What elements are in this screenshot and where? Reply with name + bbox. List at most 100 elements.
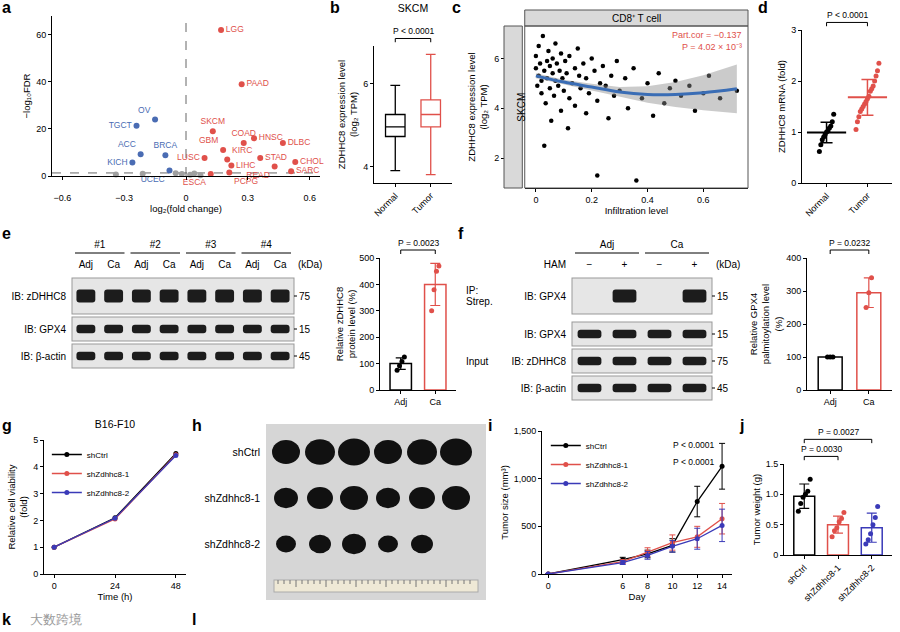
svg-text:60: 60 [36, 30, 46, 40]
svg-text:P = 0.0023: P = 0.0023 [398, 238, 439, 248]
svg-text:ZDHHC8 expression level(log₂ T: ZDHHC8 expression level(log₂ TPM) [336, 60, 359, 169]
svg-text:UCEC: UCEC [141, 174, 165, 184]
svg-text:SKCM: SKCM [201, 116, 226, 126]
svg-text:500: 500 [521, 521, 536, 531]
svg-text:LGG: LGG [226, 24, 244, 34]
svg-text:shZdhhc8-1: shZdhhc8-1 [87, 470, 130, 479]
svg-text:Strep.: Strep. [466, 296, 493, 307]
svg-text:shZdhhc8-2: shZdhhc8-2 [205, 538, 261, 550]
svg-text:1,500: 1,500 [514, 426, 537, 436]
svg-text:−0.3: −0.3 [115, 193, 133, 203]
svg-text:300: 300 [786, 286, 801, 296]
svg-text:0: 0 [33, 569, 38, 579]
svg-text:Tumor: Tumor [410, 191, 435, 216]
svg-text:6: 6 [363, 79, 368, 89]
svg-text:COAD: COAD [231, 128, 256, 138]
svg-text:Ca: Ca [163, 259, 176, 270]
svg-text:Ca: Ca [107, 259, 120, 270]
svg-text:P = 4.02 × 10⁻³: P = 4.02 × 10⁻³ [682, 42, 742, 52]
svg-text:Adj: Adj [134, 259, 148, 270]
svg-text:0: 0 [369, 385, 374, 395]
svg-text:DLBC: DLBC [288, 137, 311, 147]
svg-text:shZdhhc8-2: shZdhhc8-2 [87, 489, 130, 498]
svg-text:6: 6 [620, 581, 625, 591]
svg-text:0: 0 [41, 171, 46, 181]
svg-text:0: 0 [791, 178, 796, 188]
svg-text:ESCA: ESCA [183, 177, 206, 187]
svg-text:P < 0.0001: P < 0.0001 [393, 26, 434, 36]
svg-text:Tumor size (mm³): Tumor size (mm³) [499, 465, 510, 540]
svg-text:LIHC: LIHC [236, 160, 255, 170]
svg-text:−log₁₀FDR: −log₁₀FDR [21, 73, 32, 118]
svg-text:#2: #2 [150, 239, 162, 250]
svg-text:20: 20 [36, 124, 46, 134]
svg-text:log₂(fold change): log₂(fold change) [150, 203, 222, 214]
svg-text:2: 2 [791, 76, 796, 86]
svg-text:Ca: Ca [430, 397, 442, 407]
svg-text:IB: β-actin: IB: β-actin [521, 383, 566, 394]
svg-text:1.5: 1.5 [766, 459, 779, 469]
svg-text:0: 0 [183, 193, 188, 203]
svg-text:0.4: 0.4 [641, 195, 654, 205]
svg-text:shZdhhc8-1: shZdhhc8-1 [586, 461, 629, 470]
svg-text:4: 4 [33, 462, 38, 472]
svg-text:Infiltration level: Infiltration level [605, 205, 668, 216]
svg-text:500: 500 [359, 253, 374, 263]
svg-text:−0.6: −0.6 [53, 193, 71, 203]
svg-text:TGCT: TGCT [109, 120, 132, 130]
svg-text:shCtrl: shCtrl [586, 442, 607, 451]
svg-text:IB: β-actin: IB: β-actin [21, 351, 66, 362]
svg-text:Tumor: Tumor [847, 191, 872, 216]
svg-text:IB: GPX4: IB: GPX4 [524, 329, 566, 340]
svg-text:Ca: Ca [218, 259, 231, 270]
svg-text:SARC: SARC [296, 165, 320, 175]
svg-text:+: + [692, 259, 698, 270]
svg-text:IB: GPX4: IB: GPX4 [524, 291, 566, 302]
svg-text:400: 400 [786, 253, 801, 263]
svg-text:15: 15 [717, 291, 729, 302]
svg-text:Relative cell viability(fold): Relative cell viability(fold) [6, 464, 29, 549]
svg-text:GBM: GBM [199, 135, 218, 145]
svg-text:SKCM: SKCM [516, 93, 527, 122]
svg-text:IP:: IP: [466, 285, 478, 296]
svg-text:0.2: 0.2 [585, 195, 598, 205]
svg-text:200: 200 [359, 332, 374, 342]
svg-text:Input: Input [466, 356, 488, 367]
svg-text:P < 0.0001: P < 0.0001 [673, 440, 714, 450]
svg-text:15: 15 [299, 324, 311, 335]
svg-text:OV: OV [138, 105, 151, 115]
svg-text:15: 15 [717, 329, 729, 340]
svg-text:Normal: Normal [372, 191, 400, 219]
svg-text:READ: READ [246, 170, 270, 180]
svg-text:P < 0.0001: P < 0.0001 [673, 457, 714, 467]
svg-text:40: 40 [36, 77, 46, 87]
svg-text:#1: #1 [94, 239, 106, 250]
svg-text:48: 48 [171, 581, 181, 591]
svg-text:Ca: Ca [671, 239, 684, 250]
svg-text:(kDa): (kDa) [716, 259, 740, 270]
svg-text:Adj: Adj [79, 259, 93, 270]
svg-text:#4: #4 [261, 239, 273, 250]
svg-text:45: 45 [717, 383, 729, 394]
svg-text:Adj: Adj [245, 259, 259, 270]
svg-text:shZdhhc8-2: shZdhhc8-2 [836, 563, 877, 604]
svg-text:shZdhhc8-1: shZdhhc8-1 [205, 492, 261, 504]
svg-text:CHOL: CHOL [300, 156, 324, 166]
svg-text:5: 5 [33, 435, 38, 445]
svg-text:Part.cor = −0.137: Part.cor = −0.137 [672, 30, 742, 40]
svg-text:KICH: KICH [107, 157, 127, 167]
svg-text:Adj: Adj [824, 397, 837, 407]
svg-text:P = 0.0232: P = 0.0232 [829, 238, 870, 248]
svg-text:300: 300 [359, 306, 374, 316]
svg-text:BRCA: BRCA [154, 140, 178, 150]
svg-text:(kDa): (kDa) [298, 259, 322, 270]
svg-text:3: 3 [33, 489, 38, 499]
svg-text:10: 10 [667, 581, 677, 591]
svg-text:IB: GPX4: IB: GPX4 [24, 324, 66, 335]
svg-text:Time (h): Time (h) [97, 591, 132, 602]
svg-text:Adj: Adj [394, 397, 407, 407]
svg-text:PAAD: PAAD [246, 78, 269, 88]
svg-text:IB: zDHHC8: IB: zDHHC8 [12, 291, 67, 302]
svg-text:0.3: 0.3 [242, 193, 255, 203]
svg-text:75: 75 [717, 356, 729, 367]
